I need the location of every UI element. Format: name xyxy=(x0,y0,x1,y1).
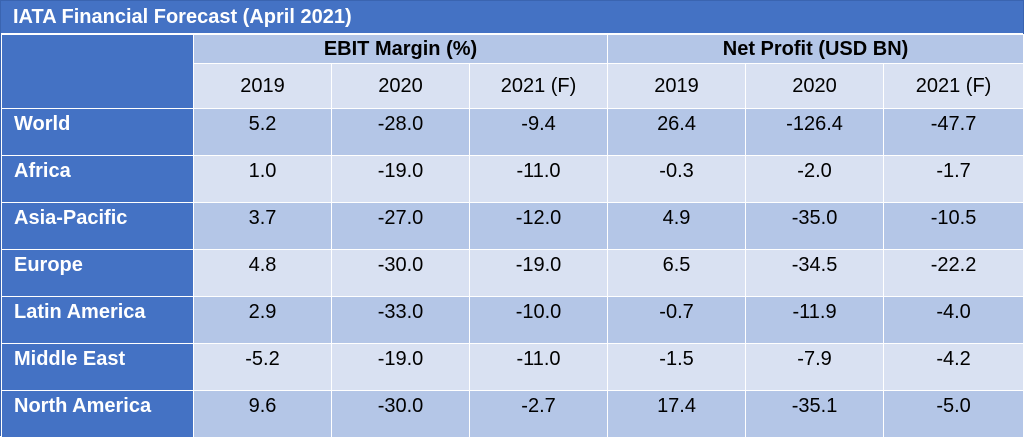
ebit-cell: 1.0 xyxy=(193,155,332,203)
profit-cell: -35.0 xyxy=(745,202,885,250)
table-row: World 5.2 -28.0 -9.4 26.4 -126.4 -47.7 xyxy=(1,108,1024,156)
table-row: Latin America 2.9 -33.0 -10.0 -0.7 -11.9… xyxy=(1,296,1024,344)
profit-cell: -126.4 xyxy=(745,108,885,156)
year-header: 2021 (F) xyxy=(883,63,1024,109)
region-label: Latin America xyxy=(1,296,194,344)
group-header-ebit: EBIT Margin (%) xyxy=(192,34,609,64)
table-row: Africa 1.0 -19.0 -11.0 -0.3 -2.0 -1.7 xyxy=(1,155,1024,203)
ebit-cell: -19.0 xyxy=(468,249,609,297)
profit-cell: -4.0 xyxy=(883,296,1024,344)
profit-cell: 4.9 xyxy=(607,202,747,250)
profit-cell: 6.5 xyxy=(607,249,747,297)
region-label: Africa xyxy=(1,155,194,203)
profit-cell: -7.9 xyxy=(745,343,885,391)
ebit-cell: -28.0 xyxy=(331,108,470,156)
table-title: IATA Financial Forecast (April 2021) xyxy=(1,1,1023,34)
profit-cell: -35.1 xyxy=(745,390,885,438)
region-label: Middle East xyxy=(1,343,194,391)
year-header: 2020 xyxy=(331,63,470,109)
ebit-cell: -30.0 xyxy=(331,390,470,438)
profit-cell: -47.7 xyxy=(883,108,1024,156)
region-label: World xyxy=(1,108,194,156)
group-header-net-profit: Net Profit (USD BN) xyxy=(607,34,1024,64)
year-header: 2019 xyxy=(193,63,332,109)
profit-cell: -34.5 xyxy=(745,249,885,297)
ebit-cell: -30.0 xyxy=(331,249,470,297)
year-header: 2021 (F) xyxy=(468,63,609,109)
ebit-cell: 4.8 xyxy=(193,249,332,297)
year-header: 2019 xyxy=(607,63,747,109)
profit-cell: -5.0 xyxy=(883,390,1024,438)
ebit-cell: -2.7 xyxy=(468,390,609,438)
table-row: Middle East -5.2 -19.0 -11.0 -1.5 -7.9 -… xyxy=(1,343,1024,391)
table-row: North America 9.6 -30.0 -2.7 17.4 -35.1 … xyxy=(1,390,1024,438)
profit-cell: -11.9 xyxy=(745,296,885,344)
profit-cell: -2.0 xyxy=(745,155,885,203)
ebit-cell: -11.0 xyxy=(468,155,609,203)
profit-cell: -1.5 xyxy=(607,343,747,391)
region-label: North America xyxy=(1,390,194,438)
corner-cell xyxy=(1,34,194,109)
ebit-cell: -10.0 xyxy=(468,296,609,344)
table-row: Europe 4.8 -30.0 -19.0 6.5 -34.5 -22.2 xyxy=(1,249,1024,297)
ebit-cell: 5.2 xyxy=(193,108,332,156)
ebit-cell: 3.7 xyxy=(193,202,332,250)
ebit-cell: -11.0 xyxy=(468,343,609,391)
profit-cell: 17.4 xyxy=(607,390,747,438)
year-header: 2020 xyxy=(745,63,885,109)
profit-cell: -4.2 xyxy=(883,343,1024,391)
profit-cell: -0.7 xyxy=(607,296,747,344)
region-label: Asia-Pacific xyxy=(1,202,194,250)
profit-cell: -0.3 xyxy=(607,155,747,203)
ebit-cell: -19.0 xyxy=(331,155,470,203)
forecast-table: EBIT Margin (%) Net Profit (USD BN) 2019… xyxy=(1,34,1024,438)
ebit-cell: -5.2 xyxy=(193,343,332,391)
ebit-cell: -33.0 xyxy=(331,296,470,344)
profit-cell: 26.4 xyxy=(607,108,747,156)
ebit-cell: 9.6 xyxy=(193,390,332,438)
profit-cell: -22.2 xyxy=(883,249,1024,297)
ebit-cell: -12.0 xyxy=(468,202,609,250)
ebit-cell: 2.9 xyxy=(193,296,332,344)
ebit-cell: -19.0 xyxy=(331,343,470,391)
ebit-cell: -27.0 xyxy=(331,202,470,250)
ebit-cell: -9.4 xyxy=(468,108,609,156)
table-row: Asia-Pacific 3.7 -27.0 -12.0 4.9 -35.0 -… xyxy=(1,202,1024,250)
profit-cell: -1.7 xyxy=(883,155,1024,203)
profit-cell: -10.5 xyxy=(883,202,1024,250)
region-label: Europe xyxy=(1,249,194,297)
